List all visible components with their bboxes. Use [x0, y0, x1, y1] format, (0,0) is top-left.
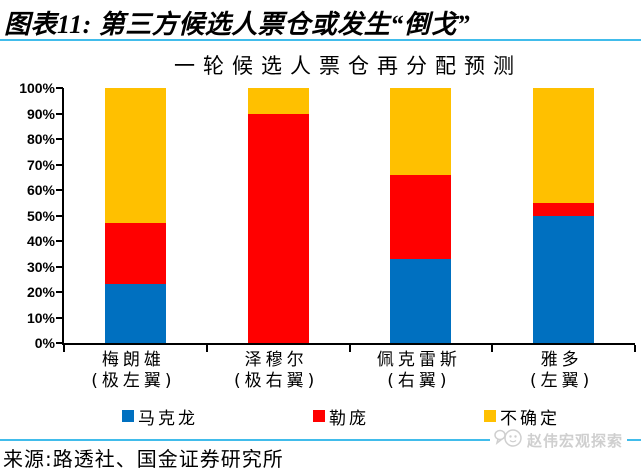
x-axis-tick-mark: [491, 345, 494, 352]
bar-segment-不确定: [247, 88, 309, 114]
figure-title: 图表11: 第三方候选人票仓或发生“倒戈”: [4, 10, 471, 39]
x-axis-category-label: 梅朗雄 (极左翼): [62, 350, 205, 392]
y-axis-tick-mark: [56, 291, 63, 293]
y-axis-tick-label: 40%: [26, 233, 55, 249]
bar-segment-不确定: [533, 88, 595, 203]
candidate-wing: (左翼): [529, 371, 594, 391]
y-axis-tick-label: 0%: [34, 335, 55, 351]
source-note: 来源:路透社、国金证券研究所: [3, 447, 284, 471]
y-axis-tick-mark: [56, 163, 63, 166]
bar-segment-勒庞: [247, 113, 309, 343]
candidate-wing: (极左翼): [91, 371, 176, 391]
bar-segment-马克龙: [390, 258, 452, 343]
stacked-bar: [390, 88, 452, 343]
x-axis-category-label: 泽穆尔 (极右翼): [205, 350, 348, 392]
x-axis-tick-mark: [63, 345, 65, 352]
bar-segment-勒庞: [390, 174, 452, 259]
legend-item: 勒庞: [313, 404, 369, 429]
y-axis-tick-mark: [56, 342, 63, 344]
x-axis-tick-mark: [205, 345, 208, 352]
stacked-bar: [104, 88, 166, 343]
y-axis-tick-mark: [56, 138, 63, 140]
y-axis-tick-label: 100%: [19, 80, 55, 96]
bar-segment-不确定: [104, 88, 166, 224]
y-axis-tick-mark: [56, 87, 63, 89]
candidate-wing: (右翼): [387, 371, 451, 391]
plot-area: 0% 10% 20% 30% 40% 50% 60% 70% 80% 90% 100%: [19, 80, 636, 352]
candidate-wing: (极右翼): [233, 371, 319, 391]
legend-label: 不确定: [500, 408, 560, 429]
x-axis-tick-mark: [348, 345, 351, 352]
bar-segment-马克龙: [533, 215, 595, 343]
x-axis-category-label: 佩克雷斯 (右翼): [348, 350, 491, 392]
y-axis-tick-label: 50%: [26, 207, 55, 224]
bar-segment-马克龙: [104, 284, 166, 343]
y-axis-tick-mark: [56, 112, 63, 115]
candidate-name: 佩克雷斯: [376, 350, 461, 370]
y-axis-tick-label: 80%: [26, 131, 55, 147]
y-axis-tick-mark: [56, 214, 63, 217]
chat-bubble-face-icon: [494, 428, 524, 452]
legend-label: 勒庞: [329, 408, 369, 429]
bar-segment-勒庞: [104, 223, 166, 285]
y-axis-tick-mark: [56, 265, 63, 268]
legend-item: 马克龙: [122, 404, 198, 429]
y-axis-tick-mark: [56, 316, 63, 319]
watermark-text: 赵伟宏观探索: [526, 431, 623, 450]
x-axis-tick-mark: [634, 345, 636, 352]
legend-label: 马克龙: [138, 408, 198, 429]
legend-swatch: [122, 410, 134, 422]
candidate-name: 梅朗雄: [101, 350, 165, 370]
bar-column: [207, 88, 350, 343]
bar-segment-勒庞: [533, 202, 595, 216]
y-axis-tick-mark: [56, 240, 63, 242]
watermark-badge: 赵伟宏观探索: [489, 428, 627, 452]
y-axis-tick-label: 90%: [26, 105, 55, 122]
y-axis-tick-mark: [56, 189, 63, 191]
y-axis-tick-label: 70%: [26, 156, 55, 173]
y-axis-tick-label: 30%: [26, 258, 55, 275]
bar-segment-不确定: [390, 88, 452, 175]
bar-column: [350, 88, 493, 343]
chart-title: 一轮候选人票仓再分配预测: [174, 54, 522, 78]
stacked-bar: [247, 88, 309, 343]
x-axis-category-label: 雅多 (左翼): [490, 350, 633, 392]
y-axis-tick-label: 10%: [26, 309, 55, 326]
title-divider: [0, 39, 641, 41]
footer-divider: [0, 439, 641, 441]
y-axis-tick-label: 60%: [26, 182, 55, 198]
legend-item: 不确定: [484, 404, 560, 429]
candidate-name: 泽穆尔: [244, 350, 308, 370]
y-axis-tick-label: 20%: [26, 284, 55, 300]
stacked-bar: [533, 88, 595, 343]
legend-swatch: [313, 410, 325, 422]
chart-legend: 马克龙 勒庞 不确定: [122, 404, 560, 429]
legend-swatch: [484, 410, 496, 422]
candidate-name: 雅多: [540, 350, 583, 370]
x-axis-labels: 梅朗雄 (极左翼) 泽穆尔 (极右翼) 佩克雷斯 (右翼) 雅多 (左翼): [62, 350, 633, 394]
bar-column: [492, 88, 635, 343]
bar-column: [64, 88, 207, 343]
